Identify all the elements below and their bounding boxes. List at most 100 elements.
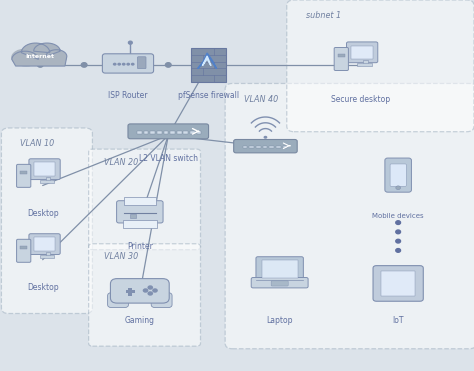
FancyBboxPatch shape <box>128 124 209 139</box>
FancyBboxPatch shape <box>151 293 172 308</box>
Circle shape <box>125 63 131 67</box>
Circle shape <box>125 63 131 67</box>
FancyBboxPatch shape <box>262 260 298 278</box>
Text: Desktop: Desktop <box>27 209 58 218</box>
Circle shape <box>131 63 135 66</box>
FancyBboxPatch shape <box>17 164 31 187</box>
Polygon shape <box>198 53 217 69</box>
FancyBboxPatch shape <box>346 42 378 63</box>
Circle shape <box>396 186 401 190</box>
FancyBboxPatch shape <box>334 47 348 70</box>
Circle shape <box>147 291 153 296</box>
Ellipse shape <box>32 47 58 63</box>
Circle shape <box>264 136 267 139</box>
Circle shape <box>128 41 132 44</box>
Circle shape <box>82 63 87 67</box>
Bar <box>150 131 155 134</box>
FancyBboxPatch shape <box>123 220 157 228</box>
Bar <box>249 146 254 148</box>
FancyBboxPatch shape <box>381 271 415 296</box>
Bar <box>243 146 247 148</box>
Bar <box>157 131 162 134</box>
Circle shape <box>113 63 117 66</box>
Circle shape <box>396 230 401 234</box>
FancyBboxPatch shape <box>89 244 201 346</box>
FancyBboxPatch shape <box>385 158 411 192</box>
FancyBboxPatch shape <box>34 162 55 176</box>
Polygon shape <box>202 56 211 66</box>
FancyBboxPatch shape <box>29 234 60 255</box>
Bar <box>130 214 136 218</box>
Circle shape <box>165 63 171 67</box>
FancyBboxPatch shape <box>271 281 288 286</box>
Ellipse shape <box>24 44 47 59</box>
Text: ISP Router: ISP Router <box>108 91 148 100</box>
Bar <box>256 146 261 148</box>
Bar <box>357 63 372 66</box>
Bar <box>276 146 281 148</box>
FancyBboxPatch shape <box>373 266 423 301</box>
Bar <box>170 131 175 134</box>
Bar <box>137 131 142 134</box>
Text: Mobile devices: Mobile devices <box>373 213 424 219</box>
Text: VLAN 10: VLAN 10 <box>20 139 55 148</box>
Circle shape <box>122 63 126 66</box>
FancyBboxPatch shape <box>251 278 308 288</box>
Text: VLAN 30: VLAN 30 <box>104 252 138 261</box>
FancyBboxPatch shape <box>29 159 60 180</box>
Polygon shape <box>12 43 67 66</box>
FancyBboxPatch shape <box>16 55 65 66</box>
Circle shape <box>396 221 401 224</box>
Text: subnet 1: subnet 1 <box>306 11 341 20</box>
FancyBboxPatch shape <box>351 46 373 59</box>
Bar <box>164 131 168 134</box>
Bar <box>197 131 201 134</box>
FancyBboxPatch shape <box>191 48 227 82</box>
Text: Laptop: Laptop <box>266 316 293 325</box>
FancyBboxPatch shape <box>17 239 31 262</box>
Circle shape <box>126 63 130 66</box>
Bar <box>183 131 188 134</box>
Text: pfSense firewall: pfSense firewall <box>178 91 239 100</box>
FancyBboxPatch shape <box>117 201 163 223</box>
FancyBboxPatch shape <box>390 164 406 186</box>
FancyBboxPatch shape <box>287 0 474 132</box>
FancyBboxPatch shape <box>124 197 156 205</box>
FancyBboxPatch shape <box>102 54 154 73</box>
Text: VLAN 20: VLAN 20 <box>104 158 138 167</box>
Ellipse shape <box>12 49 40 66</box>
Bar <box>283 146 287 148</box>
Bar <box>20 246 27 249</box>
Text: Desktop: Desktop <box>27 283 58 292</box>
FancyBboxPatch shape <box>256 257 303 281</box>
Bar <box>128 288 132 296</box>
FancyBboxPatch shape <box>1 128 92 313</box>
Bar <box>40 255 54 258</box>
FancyBboxPatch shape <box>110 279 169 303</box>
Circle shape <box>152 288 158 293</box>
Bar <box>144 131 148 134</box>
Circle shape <box>396 239 401 243</box>
FancyBboxPatch shape <box>34 237 55 251</box>
Circle shape <box>117 63 121 66</box>
Ellipse shape <box>43 50 66 65</box>
Text: Gaming: Gaming <box>125 316 155 325</box>
Text: VLAN 40: VLAN 40 <box>244 95 278 104</box>
Bar <box>363 60 368 64</box>
Bar <box>46 177 50 181</box>
Circle shape <box>396 249 401 252</box>
FancyBboxPatch shape <box>234 139 297 153</box>
Bar <box>20 171 27 174</box>
FancyBboxPatch shape <box>89 149 201 250</box>
Circle shape <box>206 63 211 67</box>
FancyBboxPatch shape <box>225 83 474 349</box>
Circle shape <box>143 288 148 293</box>
Bar <box>190 131 195 134</box>
Circle shape <box>37 63 43 67</box>
Bar <box>263 146 267 148</box>
Bar <box>126 290 135 293</box>
Text: Secure desktop: Secure desktop <box>331 95 390 104</box>
FancyBboxPatch shape <box>108 293 128 308</box>
Text: Internet: Internet <box>26 54 55 59</box>
Text: Printer: Printer <box>127 242 153 251</box>
